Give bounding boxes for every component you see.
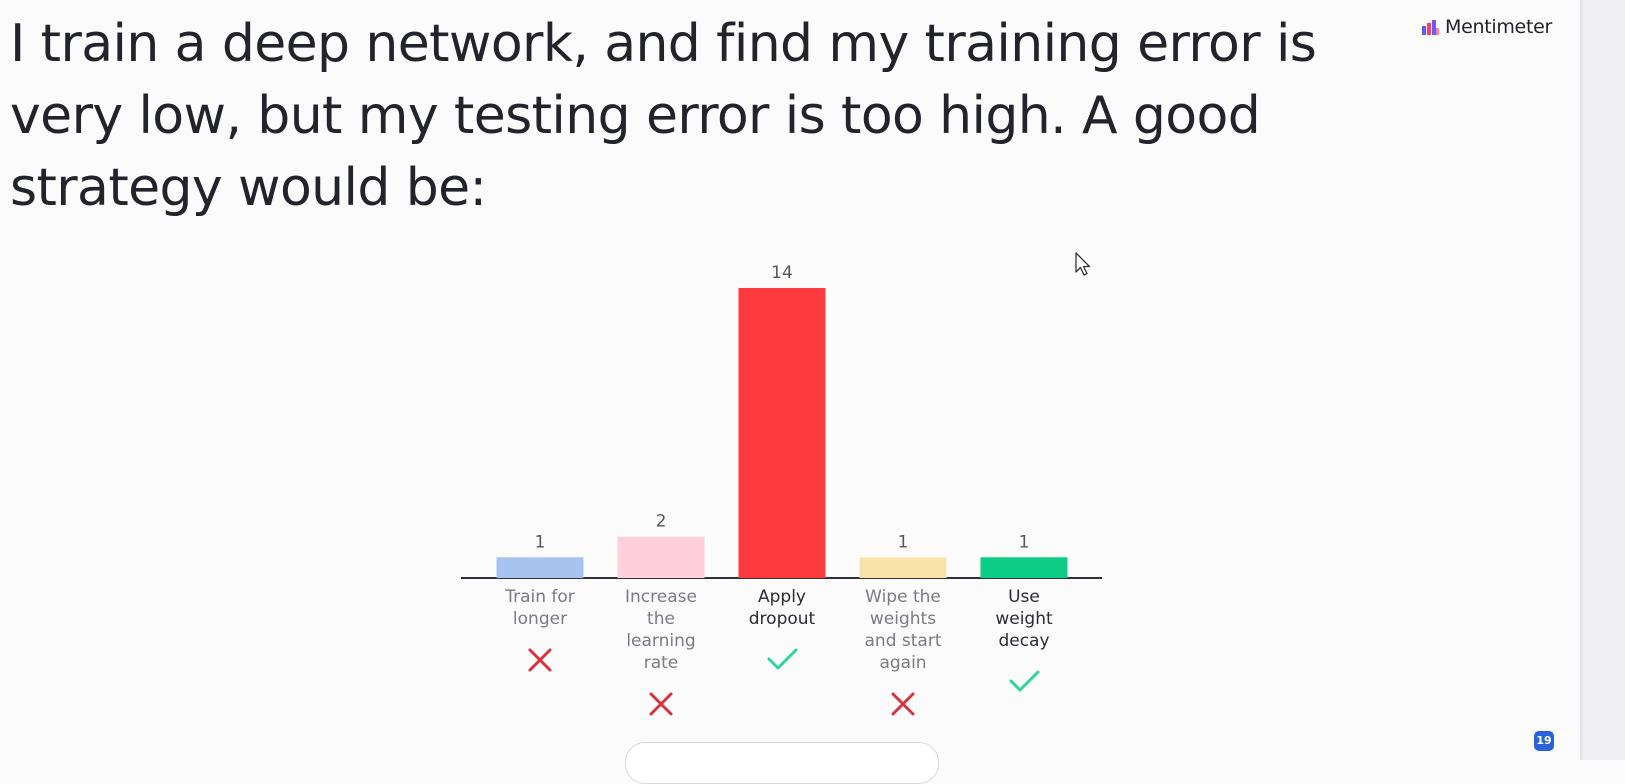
mentimeter-logo-icon xyxy=(1422,19,1439,35)
checkmark-icon xyxy=(767,648,798,670)
brand-name: Mentimeter xyxy=(1445,16,1553,38)
bar-1 xyxy=(496,557,584,578)
bar-4 xyxy=(859,557,947,578)
category-label: Apply xyxy=(758,587,806,607)
bottom-control-pill[interactable] xyxy=(625,742,939,784)
category-label: Train for xyxy=(504,587,575,607)
checkmark-icon xyxy=(1009,670,1040,692)
side-panel xyxy=(1580,0,1625,760)
brand: Mentimeter xyxy=(1422,16,1552,38)
mouse-cursor-icon xyxy=(1075,252,1091,282)
bar-value-label: 14 xyxy=(771,263,793,283)
category-label: and start xyxy=(865,631,942,651)
bar-value-label: 1 xyxy=(898,532,909,552)
slide: I train a deep network, and find my trai… xyxy=(10,0,1625,784)
cross-icon xyxy=(649,692,673,716)
category-label: Increase xyxy=(625,587,697,607)
bar-value-label: 2 xyxy=(656,512,667,532)
bar-value-label: 1 xyxy=(535,532,546,552)
cross-icon xyxy=(891,692,915,716)
category-label: weights xyxy=(870,609,936,629)
side-panel-divider xyxy=(1580,0,1583,760)
cross-icon xyxy=(528,648,552,672)
bar-5 xyxy=(980,557,1068,578)
participant-count-badge: 19 xyxy=(1534,731,1554,751)
bar-2 xyxy=(617,536,705,578)
bar-3 xyxy=(738,288,826,578)
category-label: learning xyxy=(626,631,695,651)
category-label: decay xyxy=(998,631,1049,651)
category-label: again xyxy=(879,653,926,673)
category-label: Use xyxy=(1008,587,1040,607)
question-title: I train a deep network, and find my trai… xyxy=(10,14,1317,218)
bar-value-label: 1 xyxy=(1019,532,1030,552)
category-label: Wipe the xyxy=(865,587,941,607)
category-label: dropout xyxy=(749,609,816,629)
category-label: weight xyxy=(995,609,1053,629)
category-label: longer xyxy=(513,609,567,629)
category-label: rate xyxy=(644,653,679,673)
category-label: the xyxy=(647,609,675,629)
